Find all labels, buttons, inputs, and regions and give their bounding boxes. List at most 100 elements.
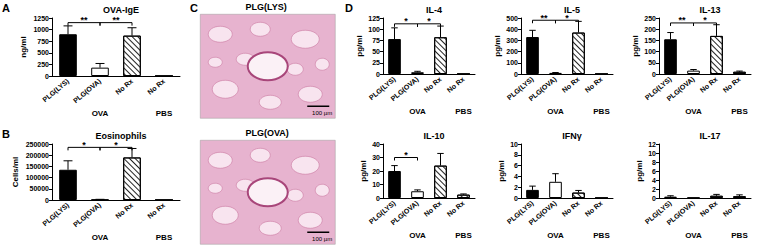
svg-text:100 µm: 100 µm [312, 110, 332, 116]
svg-text:10: 10 [648, 150, 656, 157]
svg-text:10: 10 [510, 141, 518, 148]
svg-text:6: 6 [652, 168, 656, 175]
svg-text:0: 0 [376, 71, 380, 78]
svg-text:No Rx: No Rx [114, 77, 134, 95]
svg-text:No Rx: No Rx [699, 199, 719, 217]
svg-text:IL-10: IL-10 [423, 131, 444, 141]
svg-text:PLG(OVA): PLG(OVA) [527, 199, 558, 227]
svg-text:D: D [345, 2, 353, 14]
svg-text:*: * [427, 16, 431, 26]
svg-text:pg/ml: pg/ml [359, 160, 368, 181]
svg-text:6: 6 [514, 162, 518, 169]
svg-text:0: 0 [514, 195, 518, 202]
svg-text:50: 50 [372, 48, 380, 55]
svg-text:A: A [2, 2, 10, 14]
svg-text:100 µm: 100 µm [312, 236, 332, 242]
svg-text:8: 8 [652, 159, 656, 166]
svg-text:0: 0 [45, 73, 49, 80]
svg-text:1000: 1000 [33, 26, 49, 33]
svg-text:IL-17: IL-17 [699, 131, 720, 141]
svg-text:OVA: OVA [685, 107, 702, 116]
svg-text:No Rx: No Rx [722, 75, 742, 93]
svg-text:750: 750 [37, 38, 49, 45]
svg-text:250000: 250000 [26, 141, 49, 148]
svg-text:0: 0 [652, 71, 656, 78]
svg-text:PLG(OVA): PLG(OVA) [389, 75, 420, 103]
svg-text:75: 75 [372, 37, 380, 44]
svg-text:Cells/ml: Cells/ml [11, 157, 20, 188]
svg-text:OVA: OVA [409, 107, 426, 116]
svg-text:250: 250 [644, 15, 656, 22]
svg-text:PLG(OVA): PLG(OVA) [246, 128, 289, 138]
svg-text:125: 125 [368, 15, 380, 22]
svg-text:500: 500 [506, 15, 518, 22]
svg-text:No Rx: No Rx [699, 75, 719, 93]
svg-text:2: 2 [514, 184, 518, 191]
svg-text:100: 100 [506, 59, 518, 66]
svg-text:1250: 1250 [33, 15, 49, 22]
svg-text:12: 12 [648, 141, 656, 148]
svg-text:40: 40 [372, 141, 380, 148]
svg-text:OVA: OVA [409, 231, 426, 240]
svg-text:*: * [404, 150, 408, 160]
svg-text:50000: 50000 [30, 185, 50, 192]
svg-text:No Rx: No Rx [146, 201, 166, 219]
svg-text:No Rx: No Rx [446, 75, 466, 93]
svg-text:B: B [2, 128, 10, 140]
svg-text:pg/ml: pg/ml [631, 35, 640, 56]
svg-text:200000: 200000 [26, 152, 49, 159]
svg-text:150: 150 [644, 37, 656, 44]
svg-text:25: 25 [372, 59, 380, 66]
svg-text:PLG(LYS): PLG(LYS) [41, 201, 71, 228]
svg-text:pg/ml: pg/ml [635, 160, 644, 181]
svg-text:No Rx: No Rx [584, 199, 604, 217]
svg-text:PBS: PBS [156, 109, 173, 118]
svg-text:No Rx: No Rx [114, 201, 134, 219]
svg-text:100000: 100000 [26, 174, 49, 181]
svg-text:PBS: PBS [731, 231, 748, 240]
svg-text:OVA: OVA [685, 231, 702, 240]
svg-text:PBS: PBS [593, 107, 610, 116]
svg-text:0: 0 [652, 195, 656, 202]
svg-text:IFNγ: IFNγ [562, 131, 582, 141]
svg-text:2: 2 [652, 186, 656, 193]
svg-text:400: 400 [506, 26, 518, 33]
svg-text:OVA: OVA [547, 107, 564, 116]
svg-text:200: 200 [506, 48, 518, 55]
svg-text:No Rx: No Rx [146, 77, 166, 95]
svg-text:*: * [565, 13, 569, 23]
svg-text:pg/ml: pg/ml [497, 160, 506, 181]
svg-text:30: 30 [372, 154, 380, 161]
svg-text:20: 20 [372, 168, 380, 175]
svg-text:IL-13: IL-13 [699, 5, 720, 15]
svg-text:PLG(LYS): PLG(LYS) [246, 2, 287, 12]
svg-text:250: 250 [37, 61, 49, 68]
svg-text:ng/ml: ng/ml [19, 36, 28, 57]
svg-text:50: 50 [648, 59, 656, 66]
svg-text:No Rx: No Rx [423, 199, 443, 217]
svg-text:0: 0 [376, 195, 380, 202]
svg-text:100: 100 [644, 48, 656, 55]
svg-text:*: * [114, 140, 118, 150]
svg-text:150000: 150000 [26, 163, 49, 170]
svg-text:**: ** [112, 15, 120, 25]
svg-text:PLG(OVA): PLG(OVA) [389, 199, 420, 227]
svg-text:PLG(OVA): PLG(OVA) [72, 201, 103, 229]
svg-text:4: 4 [514, 173, 518, 180]
svg-text:No Rx: No Rx [561, 199, 581, 217]
svg-text:OVA: OVA [92, 109, 109, 118]
svg-text:0: 0 [45, 197, 49, 204]
svg-text:No Rx: No Rx [584, 75, 604, 93]
svg-text:PBS: PBS [731, 107, 748, 116]
svg-text:OVA: OVA [547, 231, 564, 240]
svg-text:8: 8 [514, 151, 518, 158]
svg-text:PBS: PBS [455, 107, 472, 116]
svg-text:10: 10 [372, 181, 380, 188]
svg-text:PBS: PBS [156, 233, 173, 242]
svg-text:C: C [190, 2, 198, 14]
svg-text:PLG(OVA): PLG(OVA) [72, 77, 103, 105]
svg-text:PLG(OVA): PLG(OVA) [665, 199, 696, 227]
svg-text:OVA-IgE: OVA-IgE [103, 5, 139, 15]
svg-text:**: ** [678, 15, 686, 25]
svg-text:pg/ml: pg/ml [493, 35, 502, 56]
